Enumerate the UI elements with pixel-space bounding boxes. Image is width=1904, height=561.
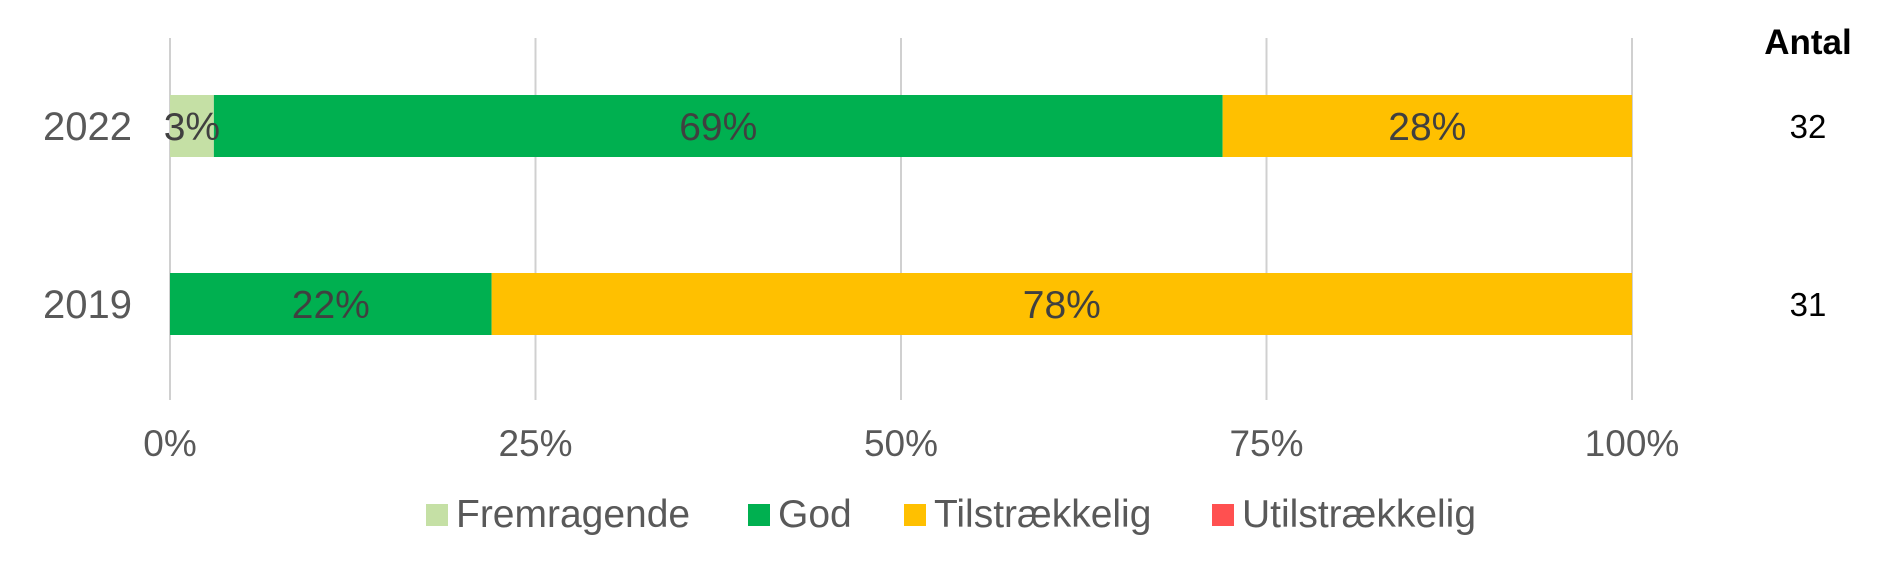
bar-fremragende-2022 <box>170 95 214 157</box>
legend: Fremragende God Tilstrækkelig Utilstrækkeli… <box>426 493 1476 536</box>
x-tick-label: 25% <box>498 423 572 464</box>
bars <box>170 95 1632 335</box>
bar-god-2019 <box>170 273 492 335</box>
legend-swatch <box>748 504 770 526</box>
data-label: 28% <box>1388 106 1466 149</box>
count-column-title: Antal <box>1764 23 1852 62</box>
legend-swatch <box>426 504 448 526</box>
x-tick-label: 0% <box>143 423 196 464</box>
bar-god-2022 <box>213 95 1223 157</box>
count-value: 31 <box>1790 286 1827 323</box>
count-column: Antal 32 31 <box>1764 23 1852 323</box>
category-label: 2022 <box>43 105 132 149</box>
legend-label: Fremragende <box>456 493 690 536</box>
legend-label: Tilstrækkelig <box>934 493 1151 536</box>
legend-swatch <box>904 504 926 526</box>
data-label: 3% <box>164 106 220 149</box>
category-label: 2019 <box>43 283 132 327</box>
count-value: 32 <box>1790 108 1827 145</box>
data-label: 22% <box>292 284 370 327</box>
data-labels: 3% 69% 28% 22% 78% <box>164 106 1467 327</box>
data-label: 78% <box>1023 284 1101 327</box>
data-label: 69% <box>679 106 757 149</box>
gridlines <box>169 38 1633 400</box>
category-labels: 2022 2019 <box>43 105 132 327</box>
bar-tilstrækkelig-2022 <box>1222 95 1632 157</box>
x-axis-tick-labels: 0% 25% 50% 75% 100% <box>143 423 1679 464</box>
x-tick-label: 100% <box>1585 423 1680 464</box>
legend-label: God <box>778 493 852 536</box>
legend-swatch <box>1212 504 1234 526</box>
bar-tilstrækkelig-2019 <box>491 273 1632 335</box>
legend-label: Utilstrækkelig <box>1242 493 1476 536</box>
x-tick-label: 50% <box>864 423 938 464</box>
x-tick-label: 75% <box>1229 423 1303 464</box>
